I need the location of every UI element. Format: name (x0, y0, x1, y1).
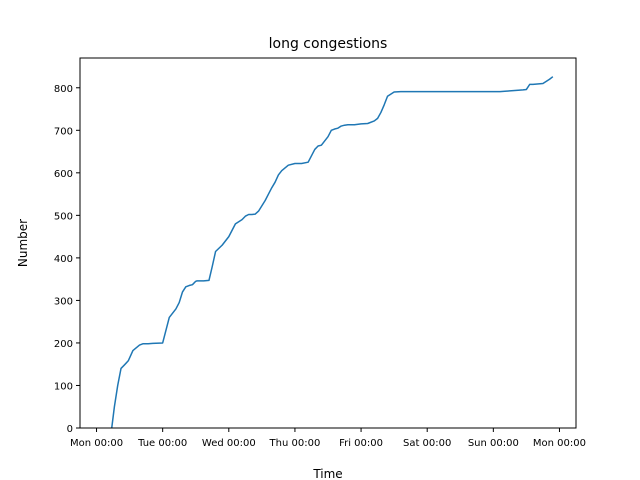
y-tick-label: 500 (54, 211, 73, 222)
x-tick-label: Sat 00:00 (403, 438, 451, 449)
y-tick-label: 600 (54, 169, 73, 180)
y-tick-label: 200 (54, 339, 73, 350)
x-axis: Mon 00:00 Tue 00:00 Wed 00:00 Thu 00:00 Fri … (70, 428, 586, 449)
y-tick-label: 300 (54, 296, 73, 307)
axes-frame (79, 57, 577, 429)
x-tick-label: Wed 00:00 (202, 438, 256, 449)
y-axis-title: Number (16, 219, 30, 267)
x-tick-label: Tue 00:00 (137, 438, 187, 449)
y-tick-label: 700 (54, 126, 73, 137)
series-line-0 (110, 76, 554, 429)
x-axis-title: Time (312, 467, 342, 480)
x-tick-label: Thu 00:00 (269, 438, 321, 449)
y-tick-label: 400 (54, 254, 73, 265)
y-axis: 0 100 200 300 400 500 600 700 800 (54, 84, 80, 435)
chart-title: long congestions (269, 36, 388, 52)
plot-area (110, 76, 554, 429)
y-tick-label: 800 (54, 84, 73, 95)
x-tick-label: Mon 00:00 (70, 438, 123, 449)
x-tick-label: Fri 00:00 (339, 438, 383, 449)
x-tick-label: Mon 00:00 (533, 438, 586, 449)
y-tick-label: 100 (54, 381, 73, 392)
y-tick-label: 0 (67, 424, 73, 435)
x-tick-label: Sun 00:00 (468, 438, 519, 449)
